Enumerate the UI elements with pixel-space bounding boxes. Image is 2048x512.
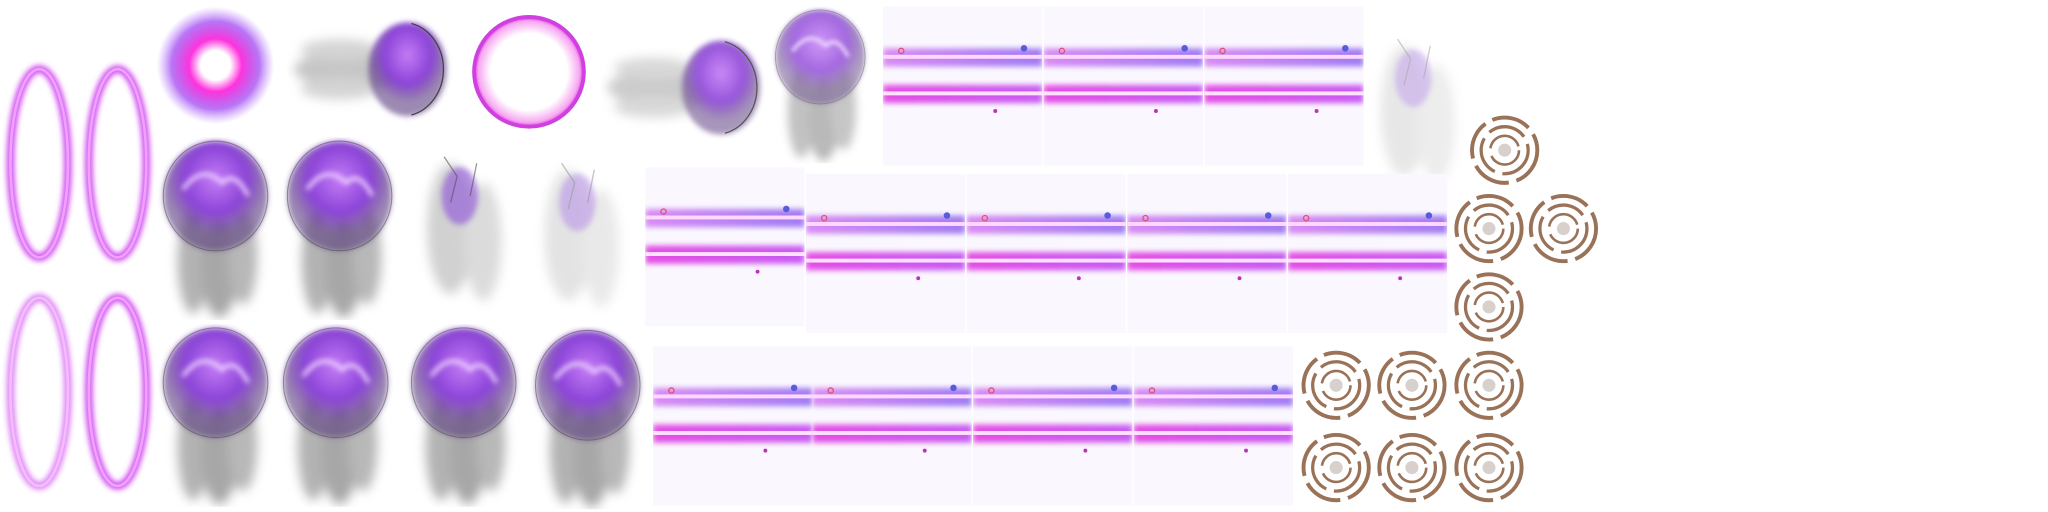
laser-beam: [1204, 7, 1363, 166]
laser-beam: [812, 346, 971, 505]
smoke-sprite: [775, 10, 865, 161]
laser-beam: [1044, 7, 1203, 166]
smoke-trail: [607, 40, 760, 134]
portal-ring: [89, 298, 146, 486]
swirl: [1455, 273, 1523, 341]
laser-beam: [1127, 174, 1286, 333]
swirl: [1471, 116, 1539, 184]
smoke-sprite: [427, 157, 501, 301]
swirl: [1302, 351, 1370, 419]
laser-beam: [973, 346, 1132, 505]
portal-ring: [89, 69, 146, 257]
smoke-sprite: [545, 163, 619, 307]
laser-beam: [883, 7, 1042, 166]
smoke-sprite: [163, 141, 267, 317]
smoke-sprite: [163, 328, 267, 504]
laser-beam: [967, 174, 1126, 333]
smoke-sprite: [1381, 39, 1455, 183]
swirl: [1455, 434, 1523, 502]
laser-beam: [1288, 174, 1447, 333]
swirl: [1455, 195, 1523, 263]
portal-ring: [10, 69, 67, 257]
laser-beam: [1134, 346, 1293, 505]
swirl: [1378, 434, 1446, 502]
swirl: [1455, 351, 1523, 419]
smoke-trail: [294, 22, 447, 116]
smoke-sprite: [536, 330, 640, 506]
laser-beam: [645, 167, 804, 326]
glow-orb: [156, 6, 275, 125]
glow-circle: [472, 15, 586, 129]
swirl: [1302, 434, 1370, 502]
smoke-sprite: [283, 328, 387, 504]
smoke-sprite: [287, 141, 391, 317]
laser-beam: [806, 174, 965, 333]
swirl: [1529, 195, 1597, 263]
portal-ring: [10, 298, 67, 486]
laser-beam: [653, 346, 812, 505]
swirl: [1378, 351, 1446, 419]
smoke-sprite: [411, 328, 515, 504]
